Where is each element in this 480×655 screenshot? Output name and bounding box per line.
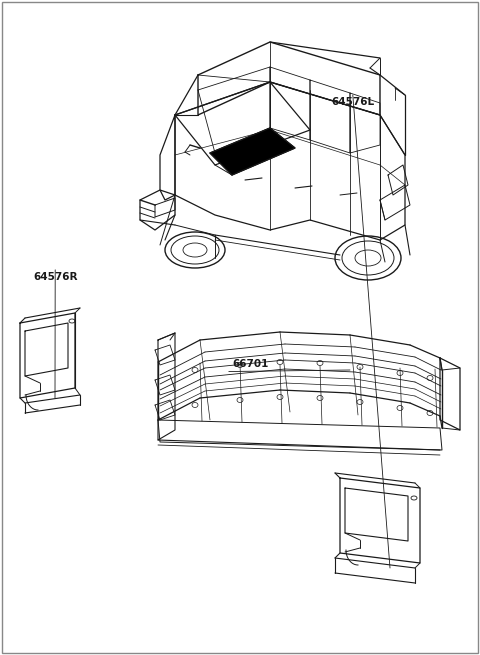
- Text: 64576L: 64576L: [331, 97, 374, 107]
- Text: 64576R: 64576R: [33, 272, 77, 282]
- Polygon shape: [210, 128, 295, 175]
- Text: 66701: 66701: [233, 358, 269, 369]
